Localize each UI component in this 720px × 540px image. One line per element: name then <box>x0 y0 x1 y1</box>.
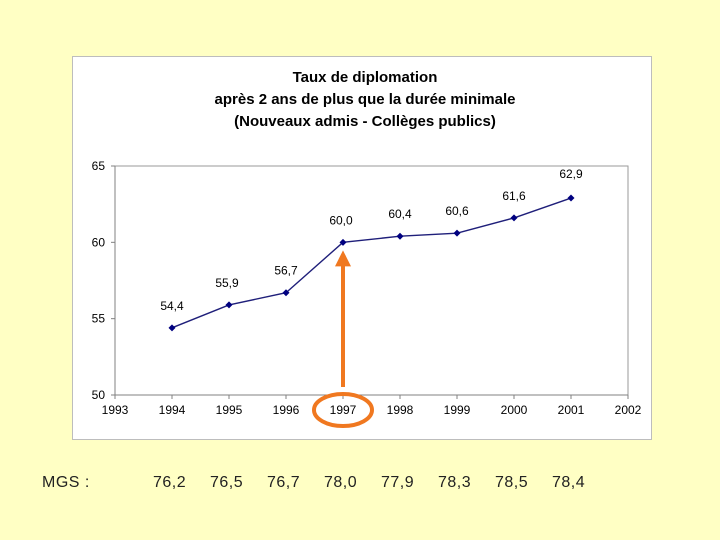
data-point-marker <box>510 214 518 222</box>
series-polyline <box>171 197 572 329</box>
mgs-value: 77,9 <box>381 474 415 491</box>
x-tick-label: 1994 <box>159 403 186 417</box>
chart-title-line-1: Taux de diplomation <box>293 69 438 86</box>
y-tick-label: 55 <box>92 312 106 326</box>
x-axis-ticks: 1993 1994 1995 1996 1997 1998 1999 2000 2001 2002 <box>102 395 642 417</box>
mgs-label: MGS : <box>42 474 90 491</box>
data-point-marker <box>453 229 461 237</box>
data-label: 60,4 <box>388 207 412 221</box>
mgs-value: 78,4 <box>552 474 586 491</box>
chart-axes <box>114 165 629 396</box>
mgs-value: 78,5 <box>495 474 529 491</box>
line-chart: Taux de diplomation après 2 ans de plus … <box>92 69 642 428</box>
chart-panel: Taux de diplomation après 2 ans de plus … <box>72 56 652 440</box>
data-point-marker <box>339 238 347 246</box>
x-tick-label: 2002 <box>615 403 642 417</box>
x-tick-label: 2001 <box>558 403 585 417</box>
x-tick-label: 2000 <box>501 403 528 417</box>
mgs-value: 76,2 <box>153 474 187 491</box>
y-tick-label: 50 <box>92 388 106 402</box>
data-label: 62,9 <box>559 167 583 181</box>
data-label: 60,0 <box>329 213 353 227</box>
data-label: 54,4 <box>160 299 184 313</box>
data-markers <box>168 194 575 332</box>
y-axis-ticks: 50 55 60 65 <box>92 159 115 402</box>
data-labels: 54,4 55,9 56,7 60,0 60,4 60,6 61,6 62,9 <box>160 167 583 313</box>
x-tick-label: 1999 <box>444 403 471 417</box>
data-label: 56,7 <box>274 264 298 278</box>
y-tick-label: 60 <box>92 235 106 249</box>
y-tick-label: 65 <box>92 159 106 173</box>
x-tick-label: 1996 <box>273 403 300 417</box>
chart-title-line-2: après 2 ans de plus que la durée minimal… <box>215 91 516 108</box>
x-tick-label: 1995 <box>216 403 243 417</box>
data-point-marker <box>396 232 404 240</box>
highlight-arrow-head <box>335 250 351 267</box>
chart-title-line-3: (Nouveaux admis - Collèges publics) <box>234 113 496 130</box>
data-point-marker <box>168 324 176 332</box>
mgs-row: MGS : 76,2 76,5 76,7 78,0 77,9 78,3 78,5 78,4 <box>0 470 720 498</box>
x-tick-label: 1997 <box>330 403 357 417</box>
mgs-value: 76,7 <box>267 474 301 491</box>
data-label: 61,6 <box>502 189 526 203</box>
plot-area-frame <box>114 165 629 396</box>
highlight-1997 <box>312 250 374 428</box>
x-tick-label: 1998 <box>387 403 414 417</box>
series-line <box>171 197 572 329</box>
data-label: 55,9 <box>215 276 239 290</box>
data-point-marker <box>282 289 290 297</box>
data-point-marker <box>225 301 233 309</box>
highlight-circle <box>312 392 374 428</box>
x-tick-label: 1993 <box>102 403 129 417</box>
data-label: 60,6 <box>445 204 469 218</box>
chart-title: Taux de diplomation après 2 ans de plus … <box>215 69 516 130</box>
mgs-value: 76,5 <box>210 474 244 491</box>
mgs-value: 78,3 <box>438 474 472 491</box>
data-point-marker <box>567 194 575 202</box>
mgs-value: 78,0 <box>324 474 358 491</box>
